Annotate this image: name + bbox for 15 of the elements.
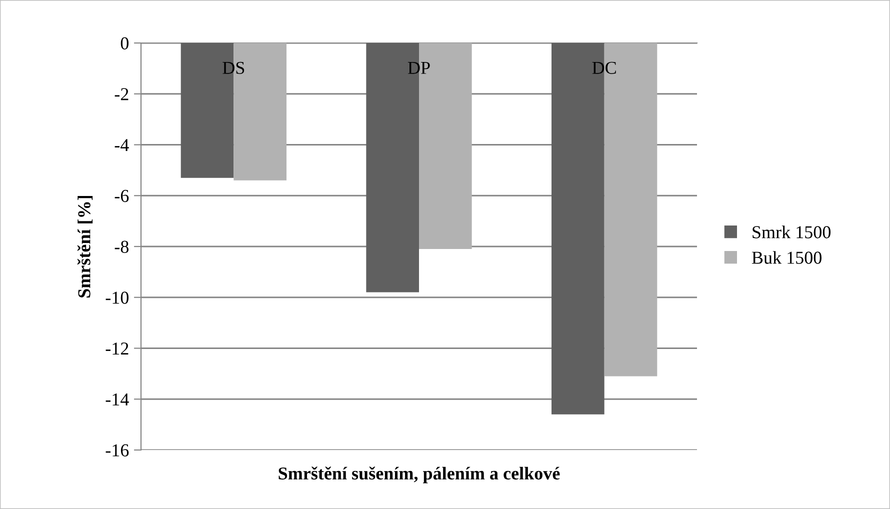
x-tick-label: DC	[592, 62, 616, 74]
y-tick-label: -8	[114, 240, 129, 253]
legend-label: Smrk 1500	[752, 226, 831, 238]
x-axis-title: Smrštění sušením, pálením a celkové	[278, 466, 560, 484]
y-tick-label: -16	[106, 444, 129, 456]
y-tick-label: 0	[120, 37, 129, 50]
x-tick-label: DP	[408, 62, 430, 74]
y-tick-label: -10	[106, 292, 129, 304]
y-tick-label: -2	[114, 88, 128, 100]
legend-label: Buk 1500	[752, 251, 822, 264]
y-tick-label: -12	[106, 342, 128, 355]
y-tick-label: -4	[114, 139, 129, 152]
y-tick-label: -14	[106, 393, 129, 406]
y-axis-title: Smrštění [%]	[77, 196, 93, 298]
y-tick-label: -6	[114, 190, 129, 202]
